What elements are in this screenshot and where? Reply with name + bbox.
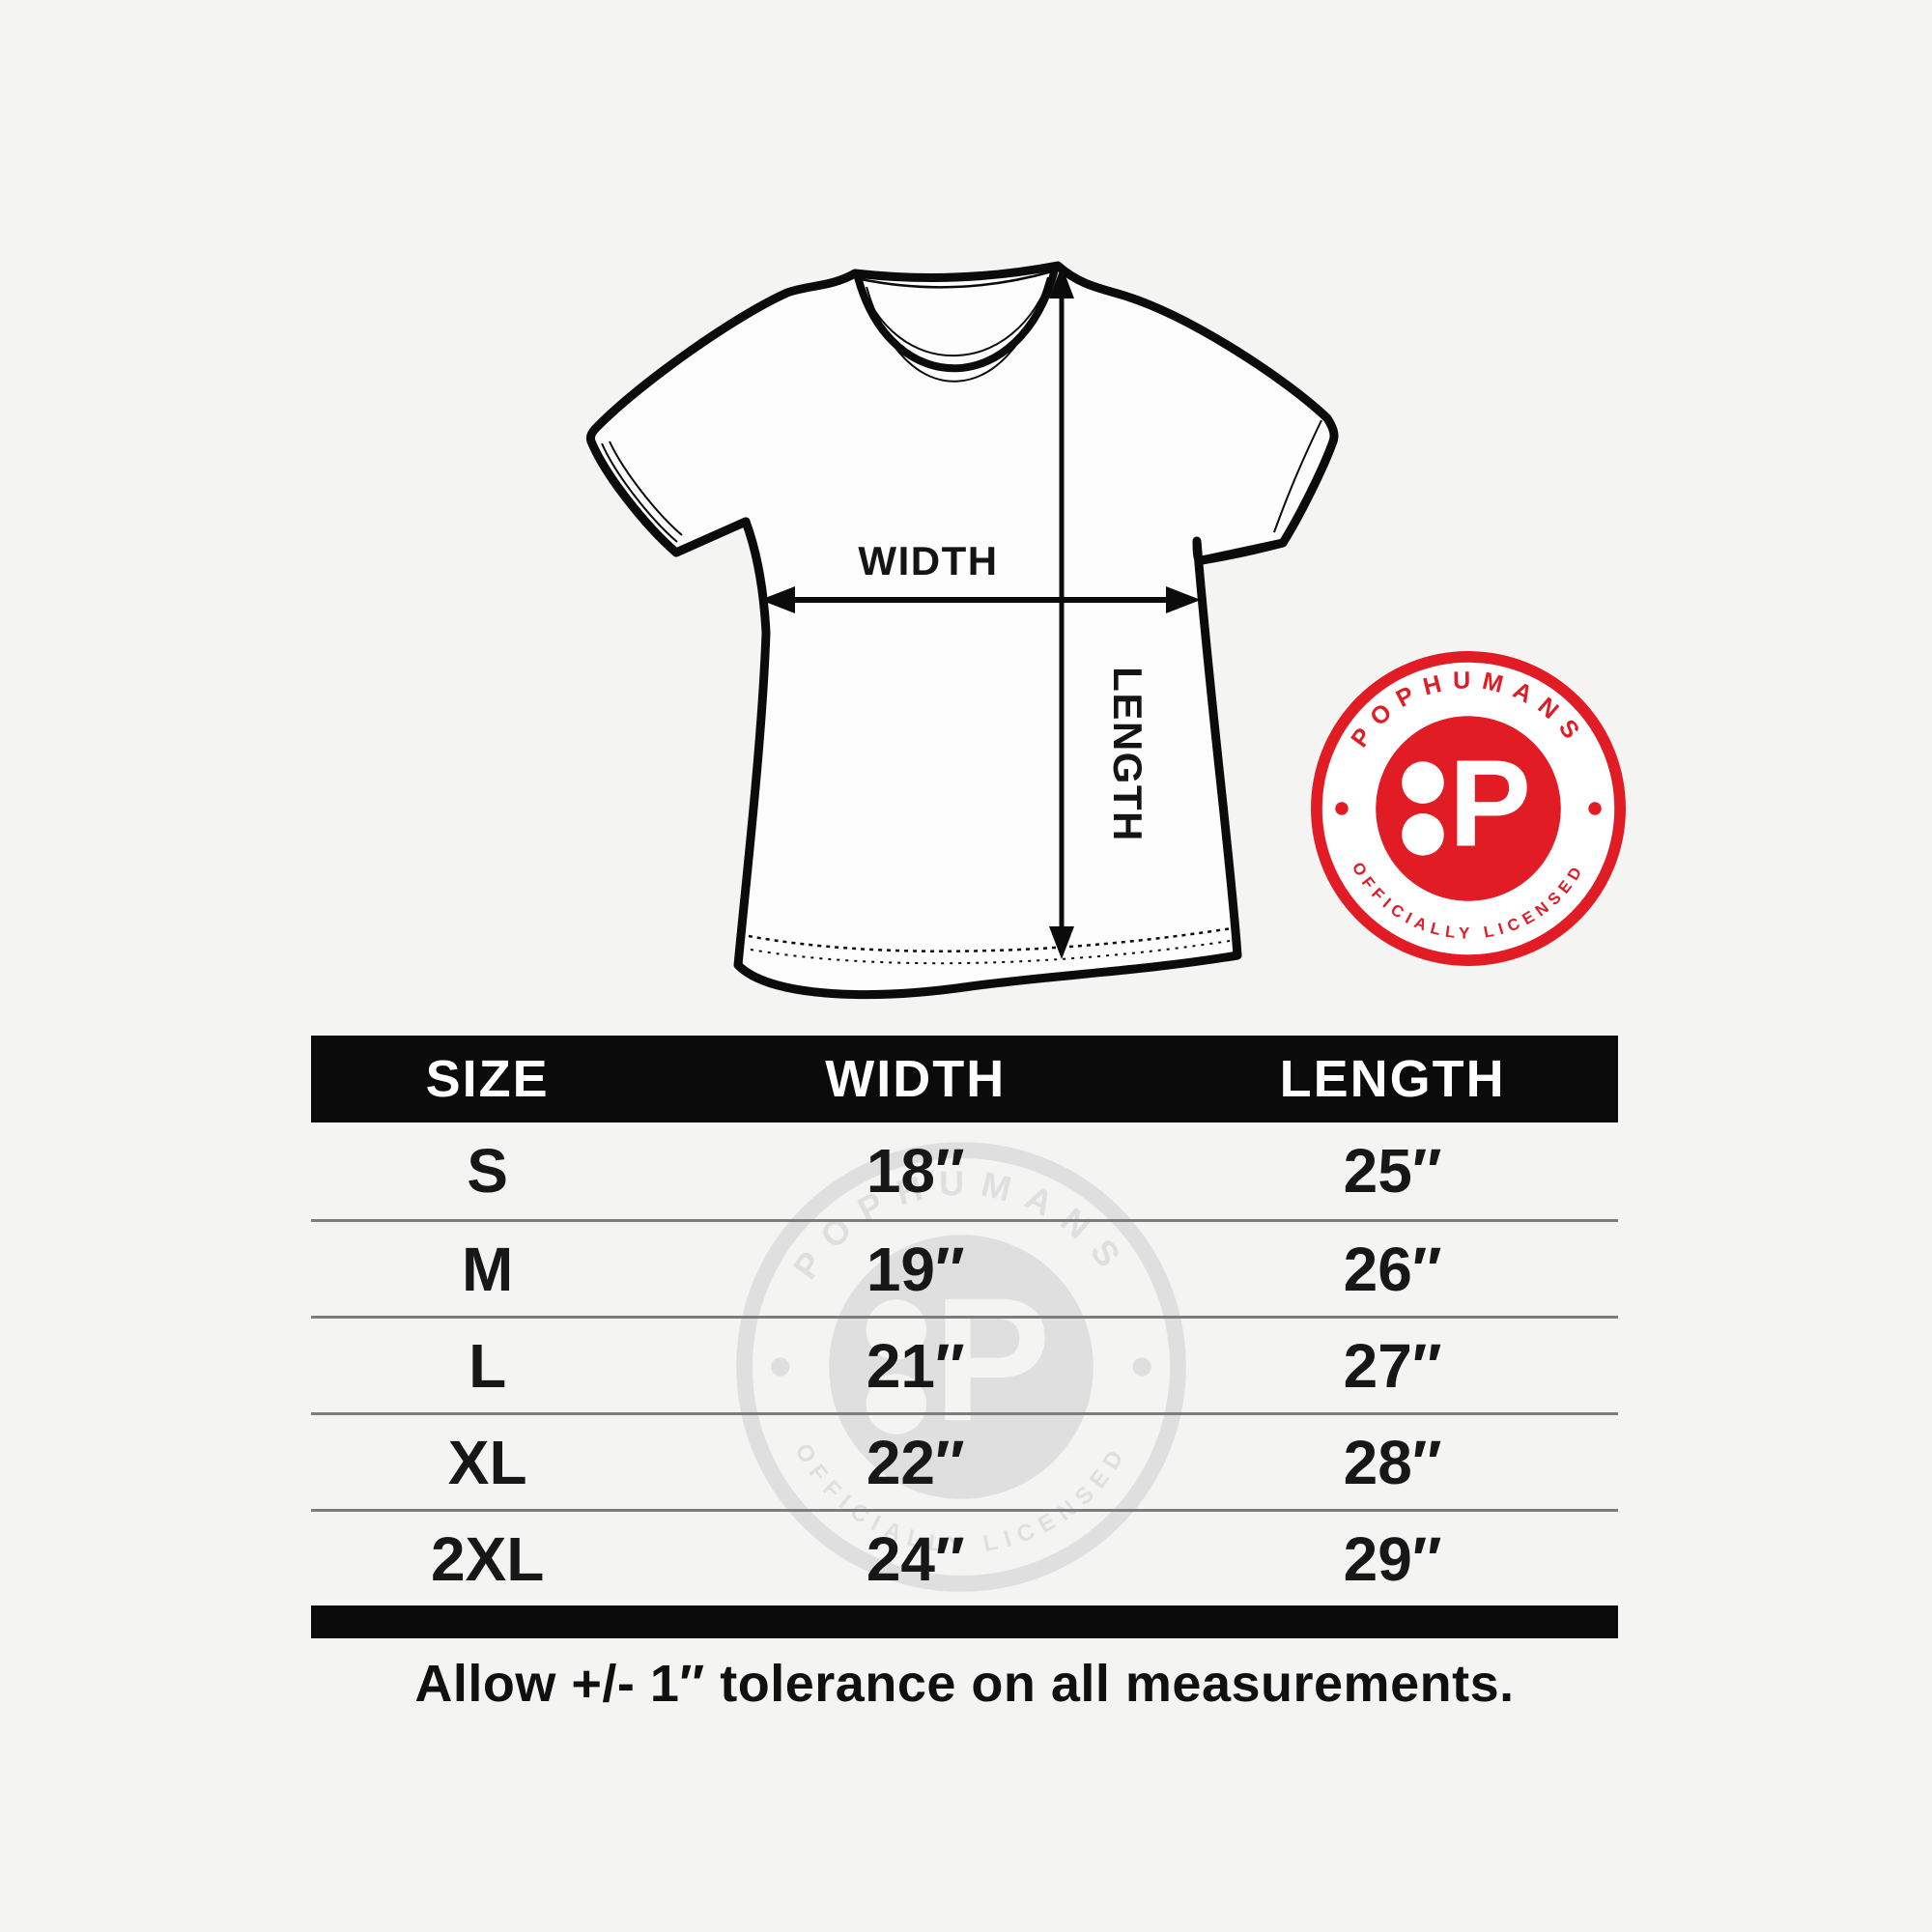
column-header-size: SIZE — [425, 1050, 550, 1108]
width-value: 21″ — [866, 1330, 965, 1401]
table-row-m: M 19″ 26″ — [311, 1219, 1618, 1316]
hem-stitch-line-1 — [748, 926, 1233, 953]
width-value: 18″ — [866, 1136, 965, 1206]
width-value: 22″ — [866, 1427, 965, 1497]
size-value: XL — [447, 1427, 527, 1497]
length-label: LENGTH — [1105, 667, 1151, 842]
size-value: 2XL — [430, 1523, 545, 1594]
size-table-header: SIZE WIDTH LENGTH — [311, 1036, 1618, 1122]
tshirt-measurement-diagram: WIDTH LENGTH — [585, 261, 1339, 1000]
table-bottom-bar — [311, 1605, 1618, 1638]
table-row-2xl: 2XL 24″ 29″ — [311, 1509, 1618, 1605]
width-label: WIDTH — [858, 538, 998, 583]
collar-band-bottom — [854, 268, 1059, 373]
collar-back-seam — [860, 270, 1053, 289]
width-arrowhead-right — [1166, 586, 1201, 613]
right-cuff-stitch — [1273, 419, 1322, 533]
hem-stitch-line-2 — [750, 940, 1231, 965]
length-value: 29″ — [1343, 1523, 1442, 1594]
width-arrowhead-left — [760, 586, 795, 613]
width-value: 19″ — [866, 1234, 965, 1304]
width-value: 24″ — [866, 1523, 965, 1594]
pophumans-licensed-badge — [1306, 646, 1631, 971]
left-cuff-stitch — [601, 442, 678, 543]
length-value: 28″ — [1343, 1427, 1442, 1497]
size-value: S — [467, 1136, 508, 1206]
table-row-xl: XL 22″ 28″ — [311, 1412, 1618, 1509]
tolerance-note: Allow +/- 1″ tolerance on all measuremen… — [414, 1655, 1515, 1713]
length-value: 27″ — [1343, 1330, 1442, 1401]
length-arrowhead-bottom — [1049, 926, 1074, 959]
table-row-s: S 18″ 25″ — [311, 1122, 1618, 1219]
tshirt-body-outline — [585, 261, 1339, 1000]
collar-band-stitch — [859, 270, 1053, 357]
size-table: SIZE WIDTH LENGTH S 18″ 25″ M 19″ 26″ L … — [311, 1036, 1618, 1638]
tshirt-left-underarm-seam — [671, 517, 751, 557]
collar-top-edge — [854, 262, 1059, 282]
collar-inner-shadow — [866, 276, 1049, 383]
length-value: 26″ — [1343, 1234, 1442, 1304]
left-cuff-stitch-2 — [609, 440, 683, 536]
tshirt-right-underarm-seam — [1197, 538, 1288, 565]
column-header-length: LENGTH — [1279, 1050, 1506, 1108]
length-value: 25″ — [1343, 1136, 1442, 1206]
column-header-width: WIDTH — [825, 1050, 1007, 1108]
size-value: M — [461, 1234, 514, 1304]
size-value: L — [469, 1330, 507, 1401]
length-arrowhead-top — [1049, 266, 1074, 298]
table-row-l: L 21″ 27″ — [311, 1316, 1618, 1412]
